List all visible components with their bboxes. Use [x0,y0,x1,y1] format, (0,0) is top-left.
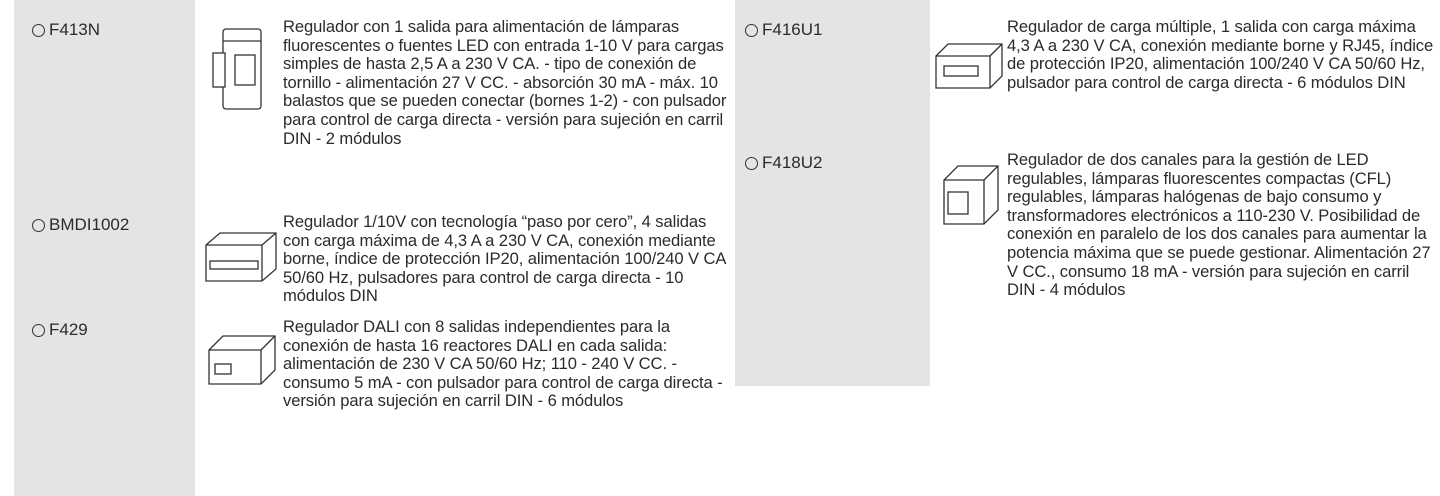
code-panel [735,0,930,386]
product-description: Regulador de carga múltiple, 1 salida co… [1007,17,1434,92]
product-code: F416U1 [745,20,822,39]
product-image [935,43,1003,89]
product-code: F413N [32,20,100,39]
product-description: Regulador de dos canales para la gestión… [1007,150,1431,300]
product-description: Regulador DALI con 8 salidas independien… [283,317,723,411]
product-description: Regulador con 1 salida para alimentación… [283,17,727,148]
product-image [212,28,262,110]
product-description: Regulador 1/10V con tecnología “paso por… [283,212,726,306]
product-image [205,232,277,282]
code-panel [14,0,195,496]
product-code: F418U2 [745,153,822,172]
product-image [943,165,999,225]
product-code: BMDI1002 [32,215,129,234]
product-code: F429 [32,320,88,339]
product-image [208,335,276,385]
